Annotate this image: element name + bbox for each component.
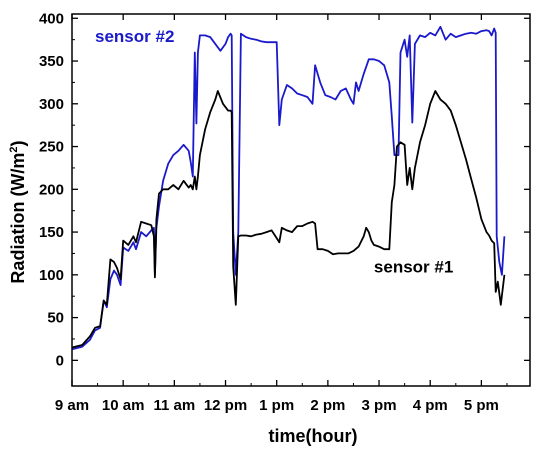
plot-frame bbox=[71, 13, 531, 387]
x-axis-ticks: 9 am 10 am 11 am 12 pm 1 pm 2 pm 3 pm 4 pm 5 pm bbox=[55, 14, 508, 414]
y-tick-label: 300 bbox=[39, 96, 64, 113]
y-tick-label: 100 bbox=[39, 267, 64, 284]
y-tick-label: 250 bbox=[39, 139, 64, 156]
x-tick-label: 1 pm bbox=[259, 397, 294, 414]
x-tick-label: 10 am bbox=[102, 397, 145, 414]
x-tick-label: 4 pm bbox=[413, 397, 448, 414]
y-tick-label: 200 bbox=[39, 181, 64, 198]
y-axis-title-suffix: ) bbox=[8, 140, 28, 146]
y-tick-label: 150 bbox=[39, 224, 64, 241]
y-axis-title-superscript: 2 bbox=[8, 146, 20, 152]
x-tick-label: 2 pm bbox=[310, 397, 345, 414]
x-tick-label: 12 pm bbox=[204, 397, 247, 414]
series-line-sensor-1 bbox=[71, 90, 506, 349]
x-tick-label: 9 am bbox=[55, 397, 89, 414]
x-tick-label: 5 pm bbox=[464, 397, 499, 414]
x-axis-title: time(hour) bbox=[269, 426, 358, 446]
y-tick-label: 50 bbox=[47, 310, 64, 327]
x-tick-label: 3 pm bbox=[362, 397, 397, 414]
annotations-layer: sensor #2 sensor #1 bbox=[95, 27, 453, 276]
series-annotation-sensor-1: sensor #1 bbox=[374, 257, 453, 276]
y-tick-label: 0 bbox=[56, 352, 64, 369]
y-tick-label: 400 bbox=[39, 10, 64, 27]
x-tick-label: 11 am bbox=[153, 397, 195, 414]
series-annotation-sensor-2: sensor #2 bbox=[95, 27, 174, 46]
y-axis-ticks: 0 50 100 150 200 250 300 350 400 bbox=[39, 10, 530, 369]
series-line-sensor-2 bbox=[71, 25, 506, 351]
y-axis-title-main: Radiation (W/m bbox=[8, 153, 28, 284]
y-tick-label: 350 bbox=[39, 53, 64, 70]
y-axis-title: Radiation (W/m2) bbox=[8, 140, 28, 283]
plot-area bbox=[71, 25, 506, 351]
